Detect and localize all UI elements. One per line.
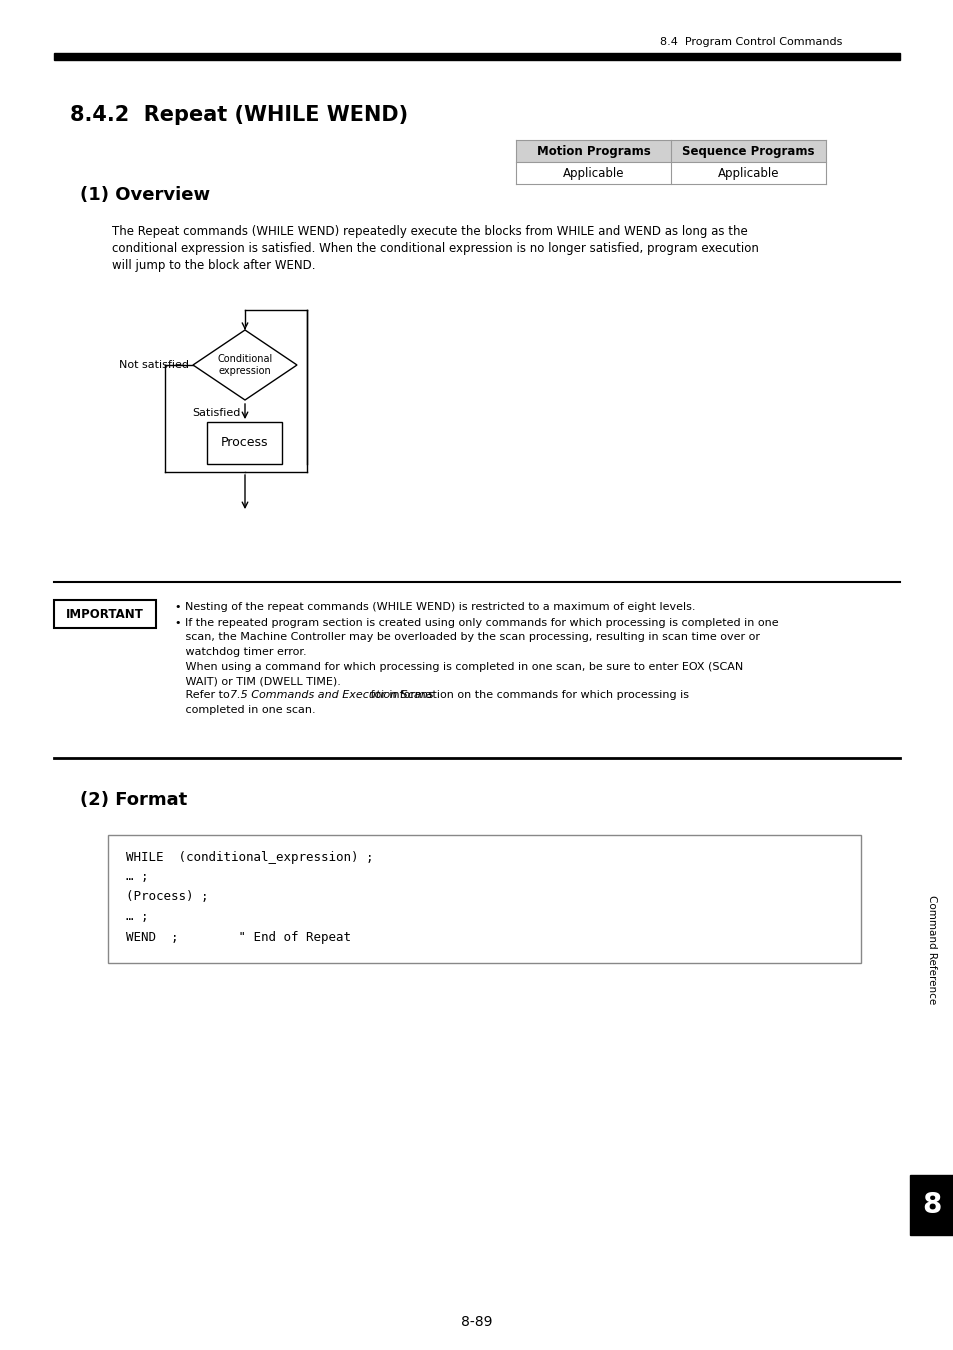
Text: 8.4  Program Control Commands: 8.4 Program Control Commands xyxy=(659,36,841,47)
Text: conditional expression is satisfied. When the conditional expression is no longe: conditional expression is satisfied. Whe… xyxy=(112,242,758,255)
Text: … ;: … ; xyxy=(126,871,149,883)
Text: Refer to: Refer to xyxy=(174,690,233,701)
Text: WAIT) or TIM (DWELL TIME).: WAIT) or TIM (DWELL TIME). xyxy=(174,676,340,686)
Bar xyxy=(516,140,825,162)
Text: for information on the commands for which processing is: for information on the commands for whic… xyxy=(367,690,688,701)
Bar xyxy=(54,53,899,59)
Text: The Repeat commands (WHILE WEND) repeatedly execute the blocks from WHILE and WE: The Repeat commands (WHILE WEND) repeate… xyxy=(112,225,747,238)
Bar xyxy=(208,423,282,464)
Text: Conditional
expression: Conditional expression xyxy=(217,354,273,375)
Bar xyxy=(108,836,861,963)
Text: Applicable: Applicable xyxy=(562,166,623,180)
Text: 8-89: 8-89 xyxy=(460,1315,493,1328)
Text: Process: Process xyxy=(221,436,269,450)
Bar xyxy=(909,1174,953,1235)
Text: 8.4.2  Repeat (WHILE WEND): 8.4.2 Repeat (WHILE WEND) xyxy=(70,105,408,126)
Text: Sequence Programs: Sequence Programs xyxy=(681,144,814,158)
Text: scan, the Machine Controller may be overloaded by the scan processing, resulting: scan, the Machine Controller may be over… xyxy=(174,633,760,643)
Text: will jump to the block after WEND.: will jump to the block after WEND. xyxy=(112,259,315,271)
Bar xyxy=(54,599,156,628)
Text: Not satisfied: Not satisfied xyxy=(119,360,189,370)
Text: watchdog timer error.: watchdog timer error. xyxy=(174,647,306,657)
Text: WEND  ;        " End of Repeat: WEND ; " End of Repeat xyxy=(126,930,351,944)
Text: 7.5 Commands and Execution Scans: 7.5 Commands and Execution Scans xyxy=(230,690,433,701)
Text: Satisfied: Satisfied xyxy=(193,408,241,418)
Text: • Nesting of the repeat commands (WHILE WEND) is restricted to a maximum of eigh: • Nesting of the repeat commands (WHILE … xyxy=(174,602,695,612)
Text: When using a command for which processing is completed in one scan, be sure to e: When using a command for which processin… xyxy=(174,662,742,671)
Text: IMPORTANT: IMPORTANT xyxy=(66,608,144,621)
Text: (2) Format: (2) Format xyxy=(80,791,187,809)
Text: Motion Programs: Motion Programs xyxy=(536,144,650,158)
Text: Command Reference: Command Reference xyxy=(926,895,936,1004)
Text: (Process) ;: (Process) ; xyxy=(126,891,209,903)
Text: • If the repeated program section is created using only commands for which proce: • If the repeated program section is cre… xyxy=(174,618,778,628)
Text: (1) Overview: (1) Overview xyxy=(80,186,210,204)
Text: 8: 8 xyxy=(922,1191,941,1219)
Polygon shape xyxy=(193,329,296,400)
Text: WHILE  (conditional_expression) ;: WHILE (conditional_expression) ; xyxy=(126,850,374,864)
Text: … ;: … ; xyxy=(126,910,149,923)
Text: completed in one scan.: completed in one scan. xyxy=(174,705,315,716)
Text: Applicable: Applicable xyxy=(717,166,779,180)
